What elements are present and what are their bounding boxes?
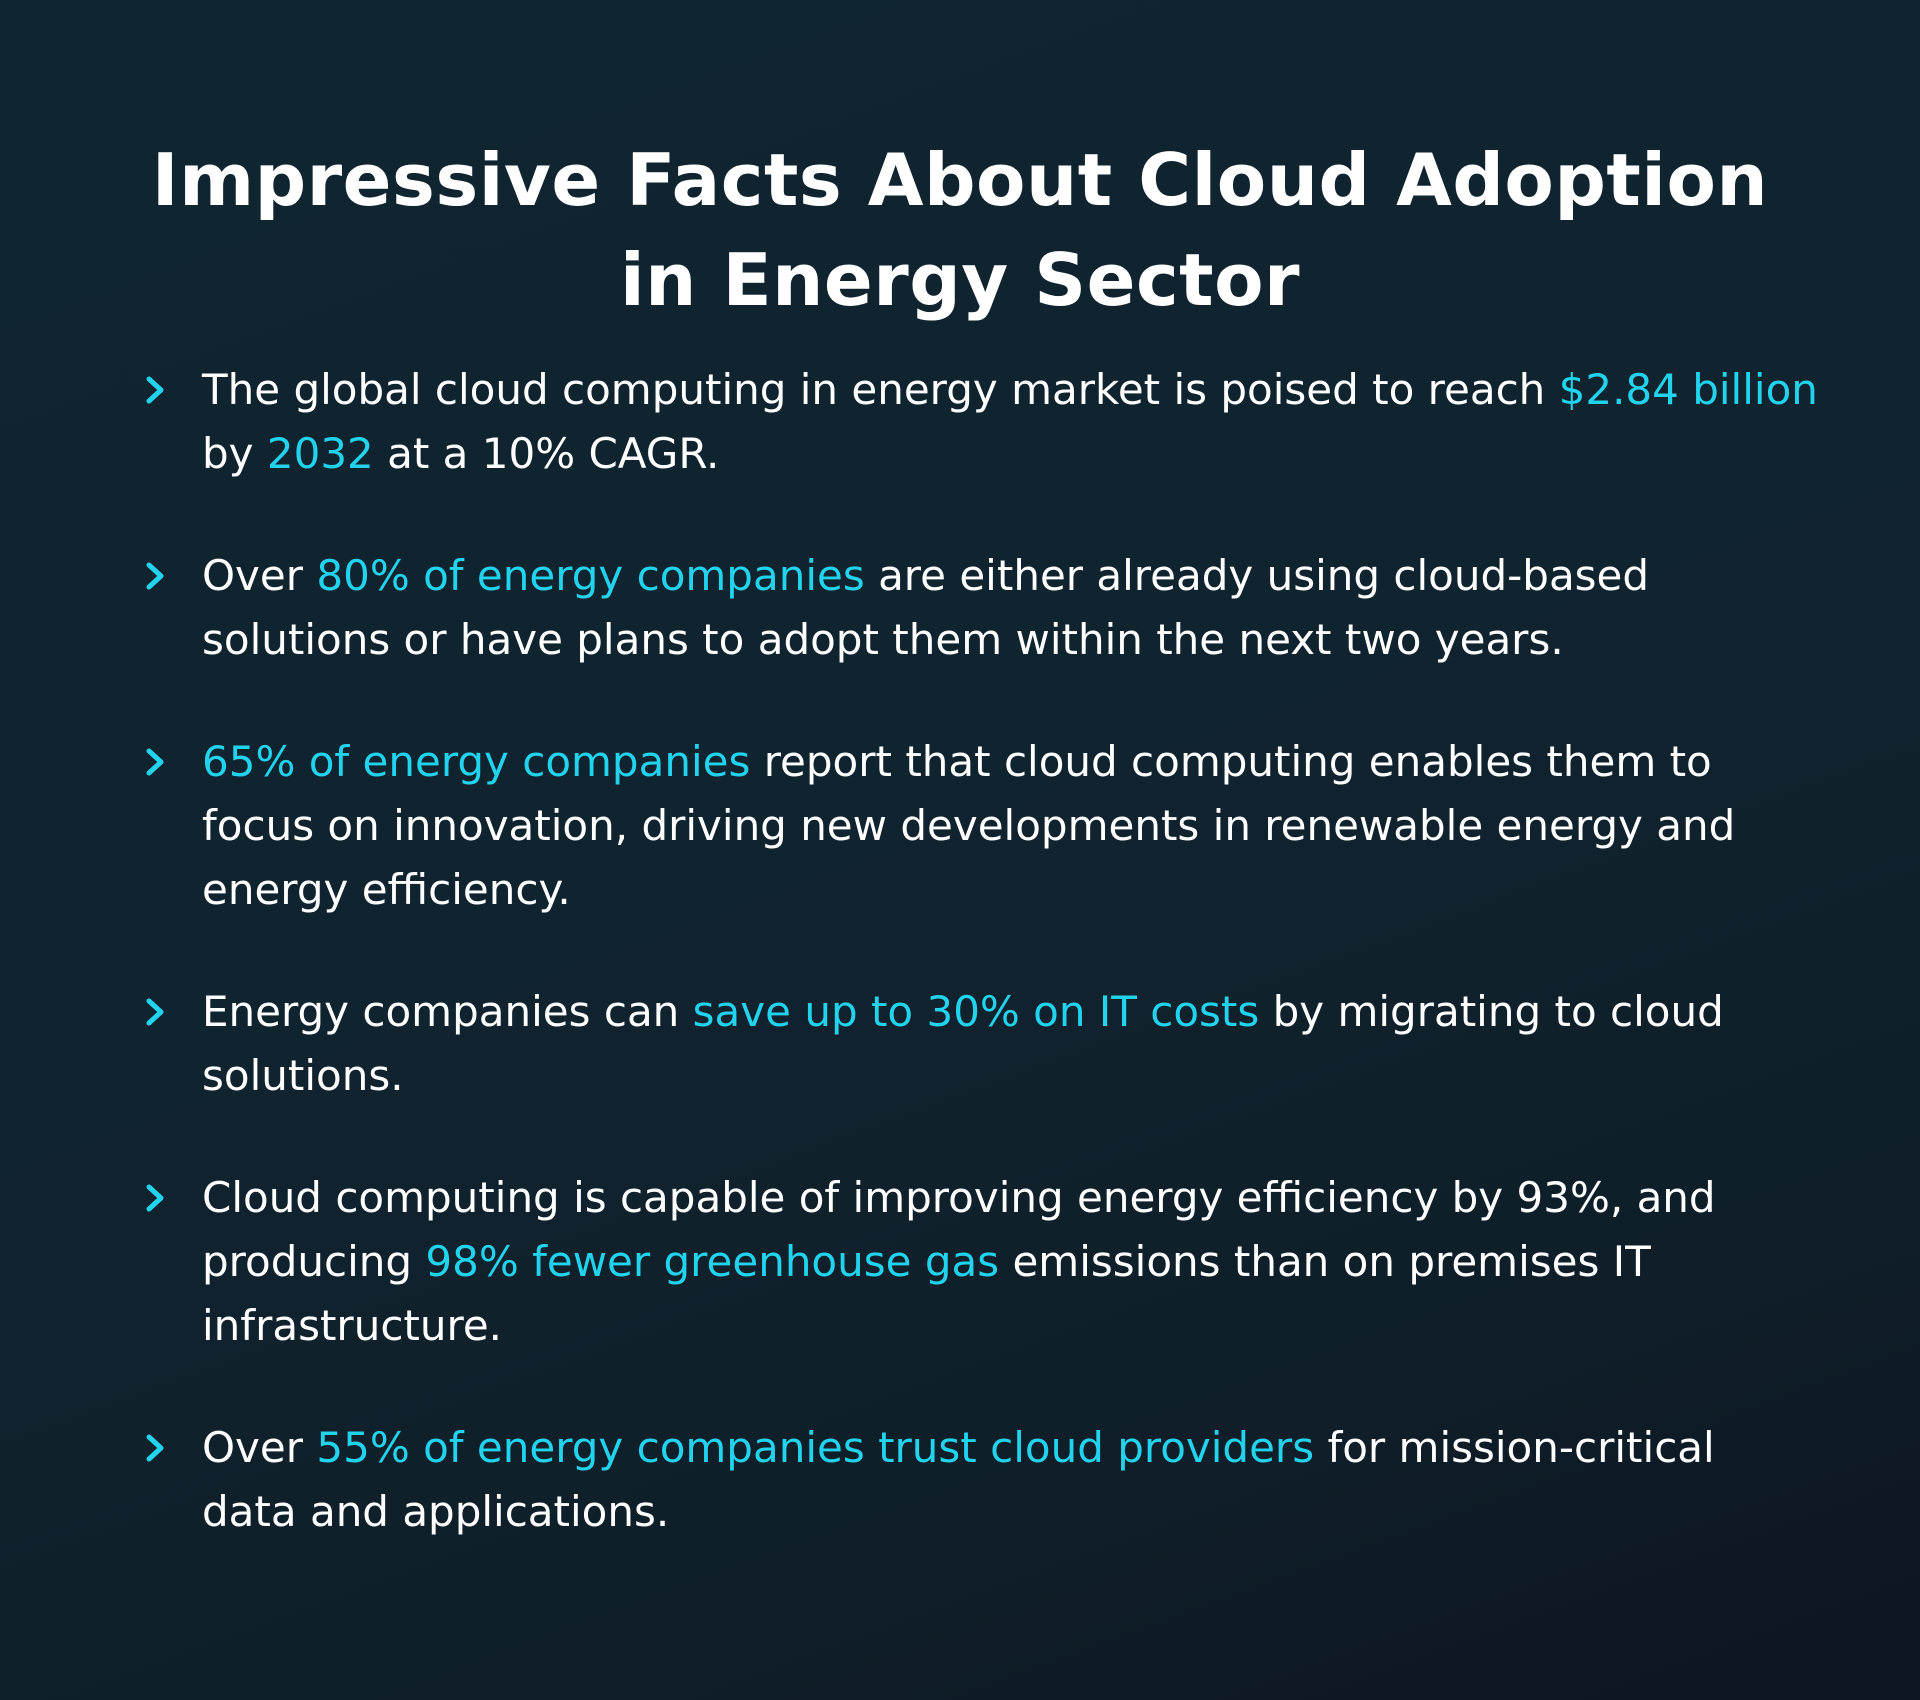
chevron-right-icon [140, 374, 172, 406]
fact-highlight: 98% fewer greenhouse gas [425, 1237, 1000, 1286]
fact-highlight: 55% of energy companies trust cloud prov… [316, 1423, 1315, 1472]
fact-text: Energy companies can [202, 987, 693, 1036]
fact-text: Cloud computing is capable of improving … [202, 1173, 1716, 1286]
fact-text: are either already using cloud-based sol… [202, 551, 1650, 664]
fact-text: Over [202, 1423, 317, 1472]
fact-item-3: 65% of energy companies report that clou… [140, 730, 1820, 922]
chevron-right-icon [140, 560, 172, 592]
chevron-right-icon [140, 746, 172, 778]
chevron-right-icon [140, 1182, 172, 1214]
fact-text: by [202, 429, 267, 478]
fact-text: for mission-critical data and applicatio… [202, 1423, 1715, 1536]
fact-item-1: The global cloud computing in energy mar… [140, 358, 1820, 486]
fact-text: at a 10% CAGR. [373, 429, 720, 478]
fact-highlight: 65% of energy companies [202, 737, 751, 786]
fact-text: report that cloud computing enables them… [202, 737, 1736, 914]
page-title: Impressive Facts About Cloud Adoption in… [0, 130, 1920, 330]
fact-text: The global cloud computing in energy mar… [202, 365, 1559, 414]
fact-text: Over [202, 551, 317, 600]
chevron-right-icon [140, 1432, 172, 1464]
facts-list: The global cloud computing in energy mar… [140, 358, 1820, 1602]
fact-item-2: Over 80% of energy companies are either … [140, 544, 1820, 672]
chevron-right-icon [140, 996, 172, 1028]
fact-highlight: save up to 30% on IT costs [692, 987, 1260, 1036]
fact-item-6: Over 55% of energy companies trust cloud… [140, 1416, 1820, 1544]
title-line-2: in Energy Sector [619, 238, 1301, 323]
fact-highlight: 80% of energy companies [316, 551, 865, 600]
fact-text: by migrating to cloud solutions. [202, 987, 1724, 1100]
fact-item-4: Energy companies can save up to 30% on I… [140, 980, 1820, 1108]
fact-text: emissions than on premises IT infrastruc… [202, 1237, 1651, 1350]
fact-highlight: 2032 [266, 429, 374, 478]
title-line-1: Impressive Facts About Cloud Adoption [151, 138, 1769, 223]
fact-highlight: $2.84 billion [1558, 365, 1818, 414]
fact-item-5: Cloud computing is capable of improving … [140, 1166, 1820, 1358]
